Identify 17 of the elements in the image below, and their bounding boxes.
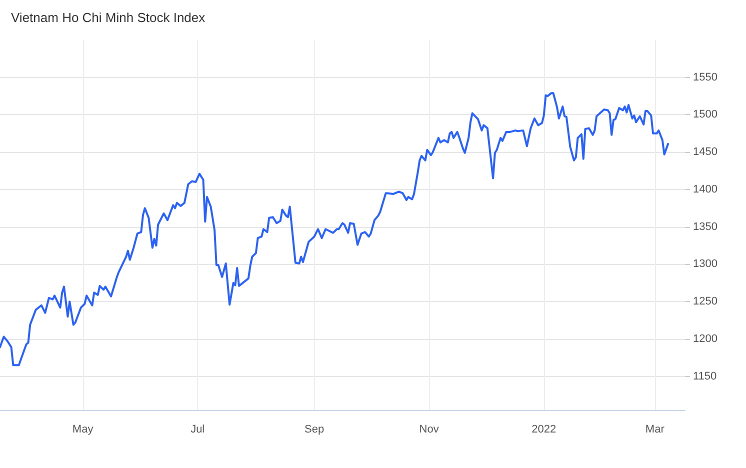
- y-tick-label: 1500: [693, 108, 718, 121]
- y-tick-label: 1250: [693, 296, 718, 308]
- x-tick-label: Nov: [419, 424, 440, 436]
- x-tick-label: Sep: [304, 424, 324, 436]
- line-series: [0, 92, 670, 366]
- x-tick-label: Mar: [645, 424, 665, 436]
- y-tick-label: 1400: [693, 183, 718, 196]
- x-tick-label: Jul: [190, 424, 205, 436]
- y-tick-label: 1150: [693, 370, 717, 382]
- y-tick-label: 1450: [693, 146, 718, 158]
- y-tick-label: 1350: [693, 220, 718, 233]
- x-tick-label: 2022: [532, 424, 556, 436]
- y-tick-label: 1300: [693, 258, 718, 270]
- y-tick-label: 1550: [693, 71, 718, 84]
- x-tick-label: May: [72, 424, 94, 436]
- y-tick-label: 1200: [693, 332, 718, 345]
- chart-title: Vietnam Ho Chi Minh Stock Index: [11, 10, 206, 25]
